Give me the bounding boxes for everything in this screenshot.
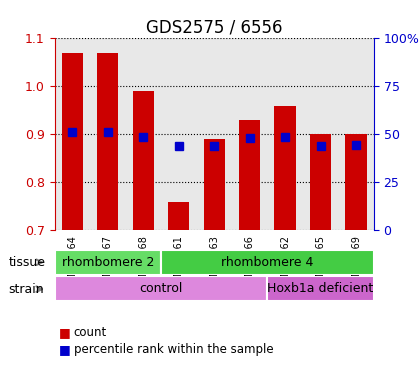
Bar (310, 134, 331, 230)
Text: control: control (139, 283, 183, 295)
Text: ■: ■ (59, 326, 71, 339)
Text: ■: ■ (59, 343, 71, 356)
Bar (275, 106, 296, 230)
Bar (345, 134, 367, 230)
Bar (239, 120, 260, 230)
Bar (97, 53, 118, 230)
Bar (133, 91, 154, 230)
Text: strain: strain (8, 283, 44, 296)
Text: tissue: tissue (8, 256, 45, 269)
Title: GDS2575 / 6556: GDS2575 / 6556 (146, 19, 282, 37)
Bar (62, 53, 83, 230)
Text: count: count (74, 326, 107, 339)
Bar (168, 202, 189, 230)
Bar (268, 276, 374, 301)
Bar (55, 250, 161, 275)
Bar (204, 139, 225, 230)
Text: rhombomere 2: rhombomere 2 (62, 256, 154, 268)
Bar (161, 250, 374, 275)
Text: percentile rank within the sample: percentile rank within the sample (74, 343, 273, 356)
Text: rhombomere 4: rhombomere 4 (221, 256, 314, 268)
Text: Hoxb1a deficient: Hoxb1a deficient (268, 283, 374, 295)
Bar (55, 276, 268, 301)
